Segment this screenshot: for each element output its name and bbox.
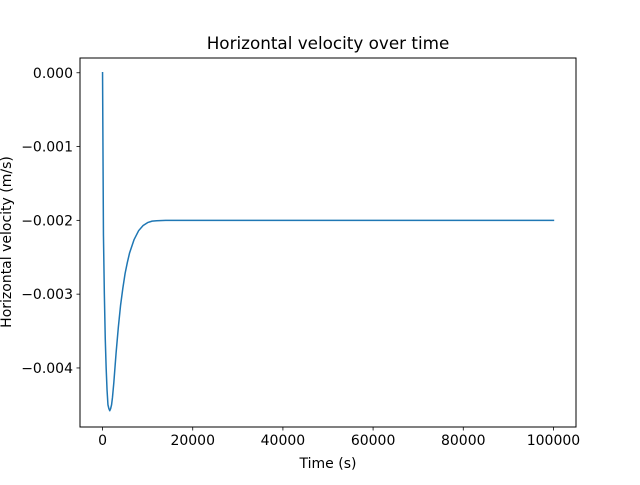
series-line [101, 72, 555, 412]
y-tick-label: −0.003 [21, 287, 73, 303]
y-tick-label: 0.000 [33, 66, 73, 82]
x-tick-label: 60000 [351, 433, 396, 449]
series-layer [101, 72, 555, 412]
x-axis-label: Time (s) [299, 456, 357, 472]
tick-layer: 0 20000 40000 60000 80000 100000 0.000 −0.001 −0… [21, 66, 580, 449]
x-tick-label: 80000 [441, 433, 486, 449]
y-tick-label: −0.002 [21, 213, 73, 229]
chart-title: Horizontal velocity over time [207, 33, 450, 53]
x-tick-label: 100000 [527, 433, 580, 449]
x-tick-label: 40000 [261, 433, 306, 449]
y-tick-label: −0.001 [21, 140, 73, 156]
x-tick-label: 0 [98, 433, 107, 449]
plot-frame [79, 57, 577, 428]
y-tick-label: −0.004 [21, 361, 73, 377]
x-tick-label: 20000 [170, 433, 215, 449]
y-axis-label: Horizontal velocity (m/s) [0, 156, 15, 328]
